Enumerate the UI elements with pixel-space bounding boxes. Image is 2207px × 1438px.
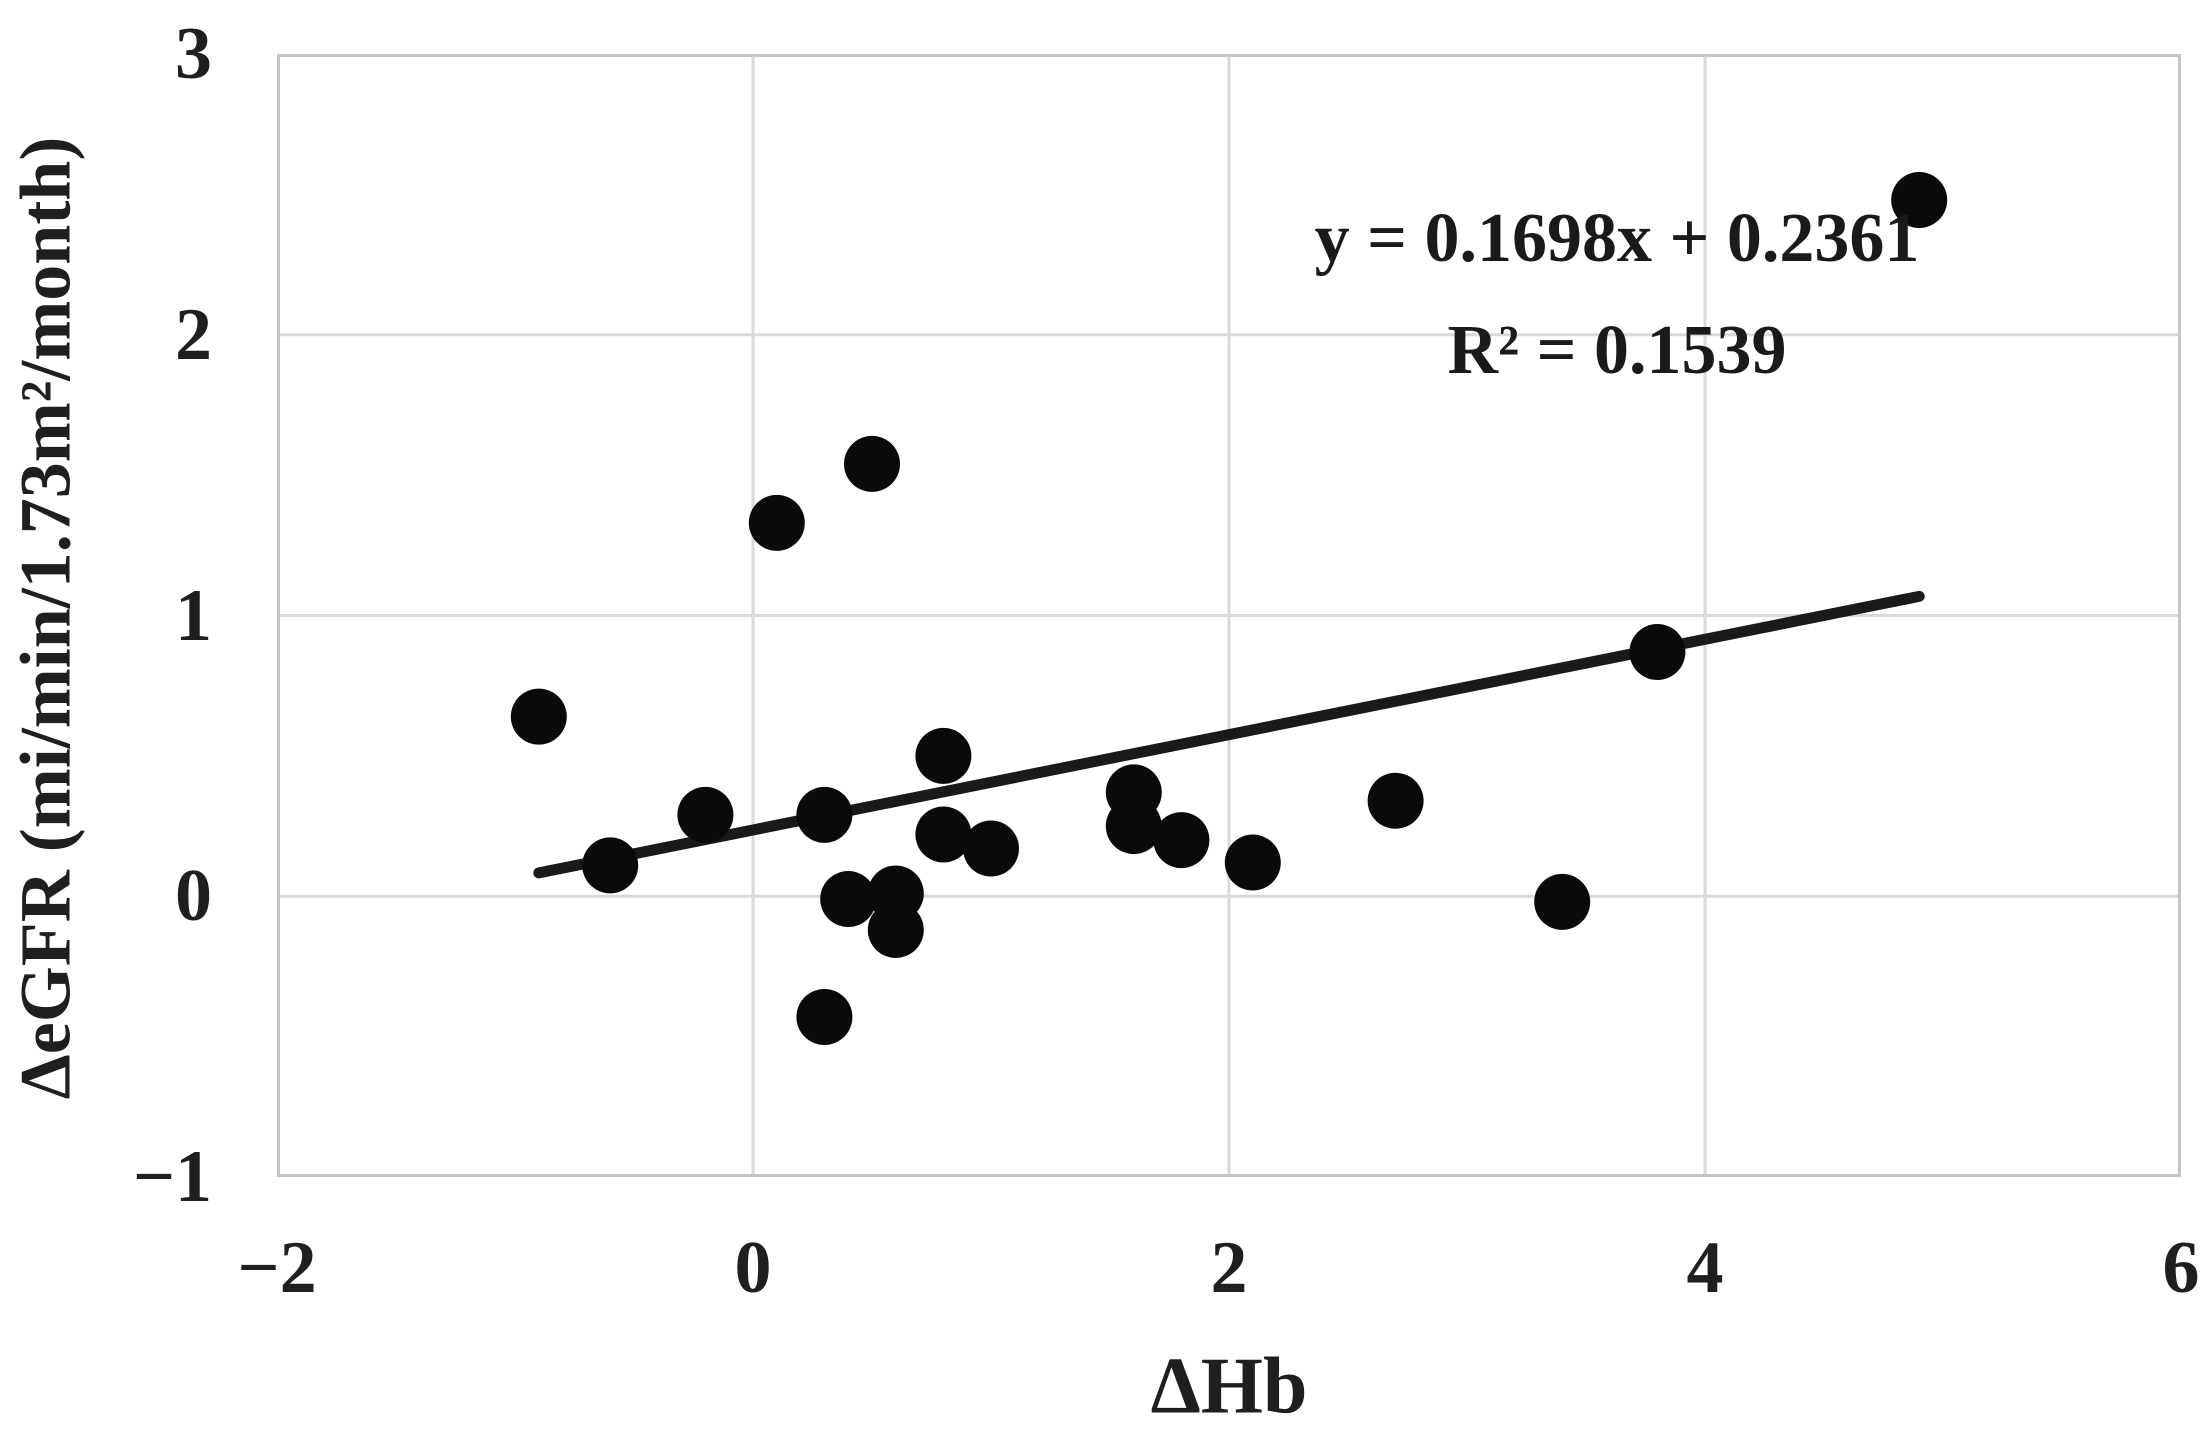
data-point <box>796 988 853 1045</box>
r-squared-label: R² = 0.1539 <box>1447 312 1787 389</box>
y-tick-label: 0 <box>175 855 212 938</box>
x-tick-label: 4 <box>1686 1227 1724 1309</box>
data-point <box>844 435 900 492</box>
x-tick-label: −2 <box>237 1227 317 1309</box>
plot-area: y = 0.1698x + 0.2361 R² = 0.1539 <box>277 54 2181 1177</box>
data-point <box>915 806 972 863</box>
data-point <box>963 820 1019 877</box>
x-tick-label: 2 <box>1210 1227 1248 1309</box>
data-point <box>510 688 567 745</box>
data-point <box>867 901 924 958</box>
data-point <box>677 786 734 843</box>
data-point <box>1534 873 1591 930</box>
data-point <box>1153 812 1210 869</box>
data-point <box>1629 623 1686 680</box>
x-axis-title: ΔHb <box>1150 1342 1308 1431</box>
y-tick-label: −1 <box>132 1136 212 1218</box>
data-point <box>796 786 853 843</box>
data-point <box>1891 171 1948 228</box>
data-point <box>582 837 639 894</box>
data-point <box>748 494 805 551</box>
data-point <box>1105 798 1162 855</box>
plot-border <box>277 54 2181 1177</box>
equation-label: y = 0.1698x + 0.2361 <box>1314 200 1920 277</box>
y-tick-label: 1 <box>175 574 212 657</box>
y-tick-label: 2 <box>175 293 212 376</box>
data-point <box>820 871 877 928</box>
data-point <box>1224 834 1281 891</box>
data-point <box>1367 772 1424 829</box>
trendline <box>533 590 1925 879</box>
y-tick-label: 3 <box>175 13 212 95</box>
trendline-annotation: y = 0.1698x + 0.2361 R² = 0.1539 <box>1315 183 1920 407</box>
x-tick-label: 6 <box>2162 1227 2200 1309</box>
chart-canvas <box>277 54 2181 1177</box>
data-point <box>915 727 972 784</box>
x-tick-label: 0 <box>734 1227 772 1309</box>
